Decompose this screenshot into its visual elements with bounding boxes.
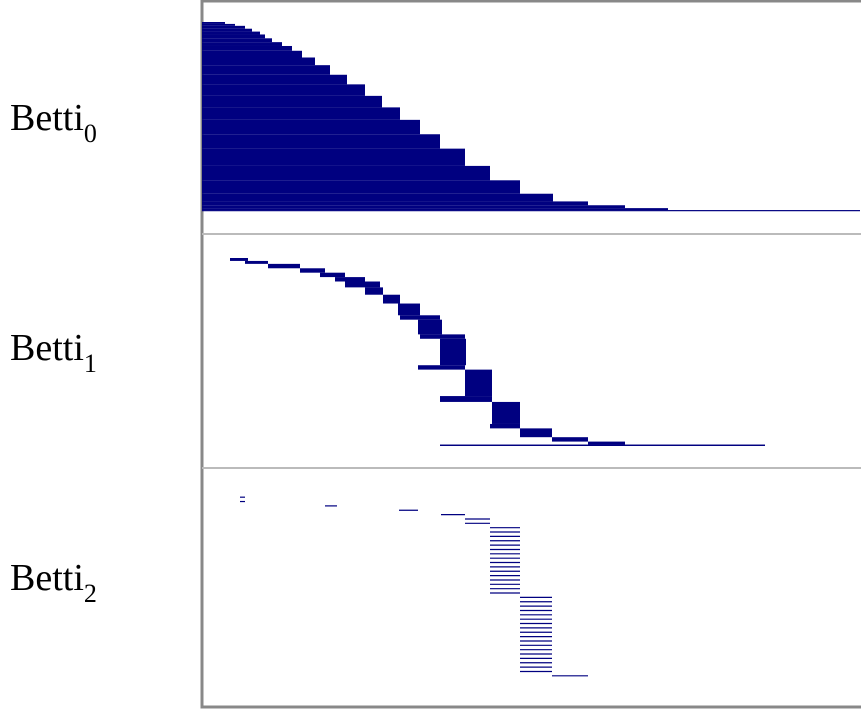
bar <box>383 294 400 304</box>
bar <box>440 444 765 446</box>
bar-group <box>490 527 520 594</box>
bar <box>490 423 520 429</box>
bar <box>418 319 442 335</box>
bar <box>202 148 465 166</box>
label-subscript: 0 <box>84 119 97 148</box>
bar <box>202 84 365 96</box>
label-text: Betti <box>10 327 84 369</box>
panel-label: Betti1 <box>10 327 97 378</box>
panel-label: Betti0 <box>10 97 97 148</box>
bar <box>398 303 420 316</box>
label-text: Betti <box>10 97 84 139</box>
bar <box>552 437 588 442</box>
bar <box>440 396 492 402</box>
bar <box>520 428 552 438</box>
bar <box>202 210 860 212</box>
bar <box>400 315 440 320</box>
bar <box>202 180 520 194</box>
bar <box>230 258 248 261</box>
bar-group <box>520 596 552 673</box>
bar <box>202 45 292 51</box>
bar <box>202 208 668 211</box>
bar <box>202 22 225 24</box>
bar <box>268 263 300 269</box>
bar <box>202 31 260 35</box>
bar <box>202 25 245 29</box>
bar <box>465 369 492 397</box>
bar <box>202 28 252 32</box>
bar <box>492 401 520 424</box>
bar <box>202 107 400 120</box>
label-subscript: 2 <box>84 579 97 608</box>
bar <box>202 50 302 58</box>
bar <box>202 165 490 181</box>
bar <box>418 365 465 370</box>
bar <box>202 42 282 46</box>
panel-label: Betti2 <box>10 557 97 608</box>
bar <box>440 338 466 366</box>
bar-group <box>240 496 245 503</box>
bar <box>345 281 380 288</box>
bar <box>202 23 235 26</box>
bar <box>320 272 345 278</box>
label-subscript: 1 <box>84 349 97 378</box>
bar <box>300 268 325 273</box>
bar <box>202 205 625 209</box>
bar <box>202 134 440 149</box>
bar <box>420 334 465 339</box>
bar <box>202 119 420 135</box>
bar-group <box>465 518 490 524</box>
bar <box>202 65 330 75</box>
bar <box>202 74 347 85</box>
bar <box>202 38 272 43</box>
label-text: Betti <box>10 557 84 599</box>
bar <box>588 441 625 445</box>
bar <box>365 287 383 295</box>
bar <box>245 260 268 264</box>
bar <box>202 57 315 66</box>
bar <box>202 193 553 202</box>
bar <box>202 201 588 206</box>
bar <box>202 95 382 108</box>
bar <box>202 34 265 39</box>
bar <box>335 277 365 282</box>
frame <box>200 0 861 709</box>
